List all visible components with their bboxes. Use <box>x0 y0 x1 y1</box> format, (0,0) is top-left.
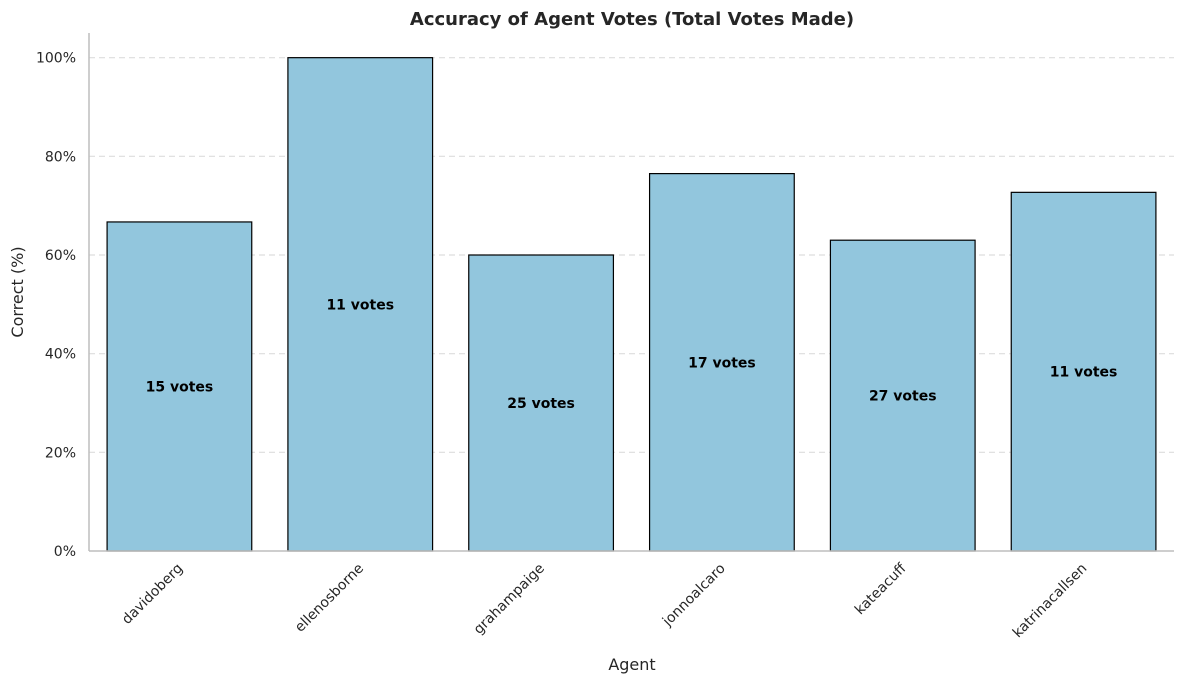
y-tick-label: 40% <box>45 347 76 363</box>
bar-value-label: 11 votes <box>1050 365 1118 381</box>
x-tick-label: katrinacallsen <box>1010 561 1091 642</box>
x-tick-label: davidoberg <box>119 561 186 628</box>
gridlines <box>89 57 1174 453</box>
bar-value-label: 17 votes <box>688 355 756 371</box>
bar-kateacuff <box>829 239 976 552</box>
x-tick-label: jonnoalcaro <box>659 561 729 631</box>
y-tick-label: 100% <box>36 51 76 67</box>
bar-davidoberg <box>106 221 253 552</box>
bar-value-label: 11 votes <box>326 297 394 313</box>
x-tick-label: ellenosborne <box>292 561 367 636</box>
y-axis-label: Correct (%) <box>8 246 27 337</box>
bar-jonnoalcaro <box>648 173 795 552</box>
y-tick-label: 20% <box>45 445 76 461</box>
chart-title: Accuracy of Agent Votes (Total Votes Mad… <box>410 9 854 30</box>
y-tick-label: 0% <box>54 544 76 560</box>
x-axis-label: Agent <box>608 655 655 674</box>
y-tick-label: 60% <box>45 248 76 264</box>
y-axis-ticks: 0% 20% 40% 60% 80% 100% <box>36 51 76 560</box>
x-tick-label: kateacuff <box>852 560 910 618</box>
bar-ellenosborne <box>287 57 434 552</box>
bar-katrinacallsen <box>1010 191 1157 552</box>
bar-value-label: 27 votes <box>869 389 937 405</box>
x-tick-label: grahampaige <box>471 561 548 638</box>
bars <box>106 57 1157 552</box>
x-axis-ticks: davidoberg ellenosborne grahampaige jonnoal… <box>119 560 1090 641</box>
bar-grahampaige <box>468 254 615 552</box>
bar-labels: 15 votes 11 votes 25 votes 17 votes 27 votes… <box>146 297 1118 412</box>
bar-value-label: 25 votes <box>507 396 575 412</box>
y-tick-label: 80% <box>45 149 76 165</box>
bar-value-label: 15 votes <box>146 379 214 395</box>
